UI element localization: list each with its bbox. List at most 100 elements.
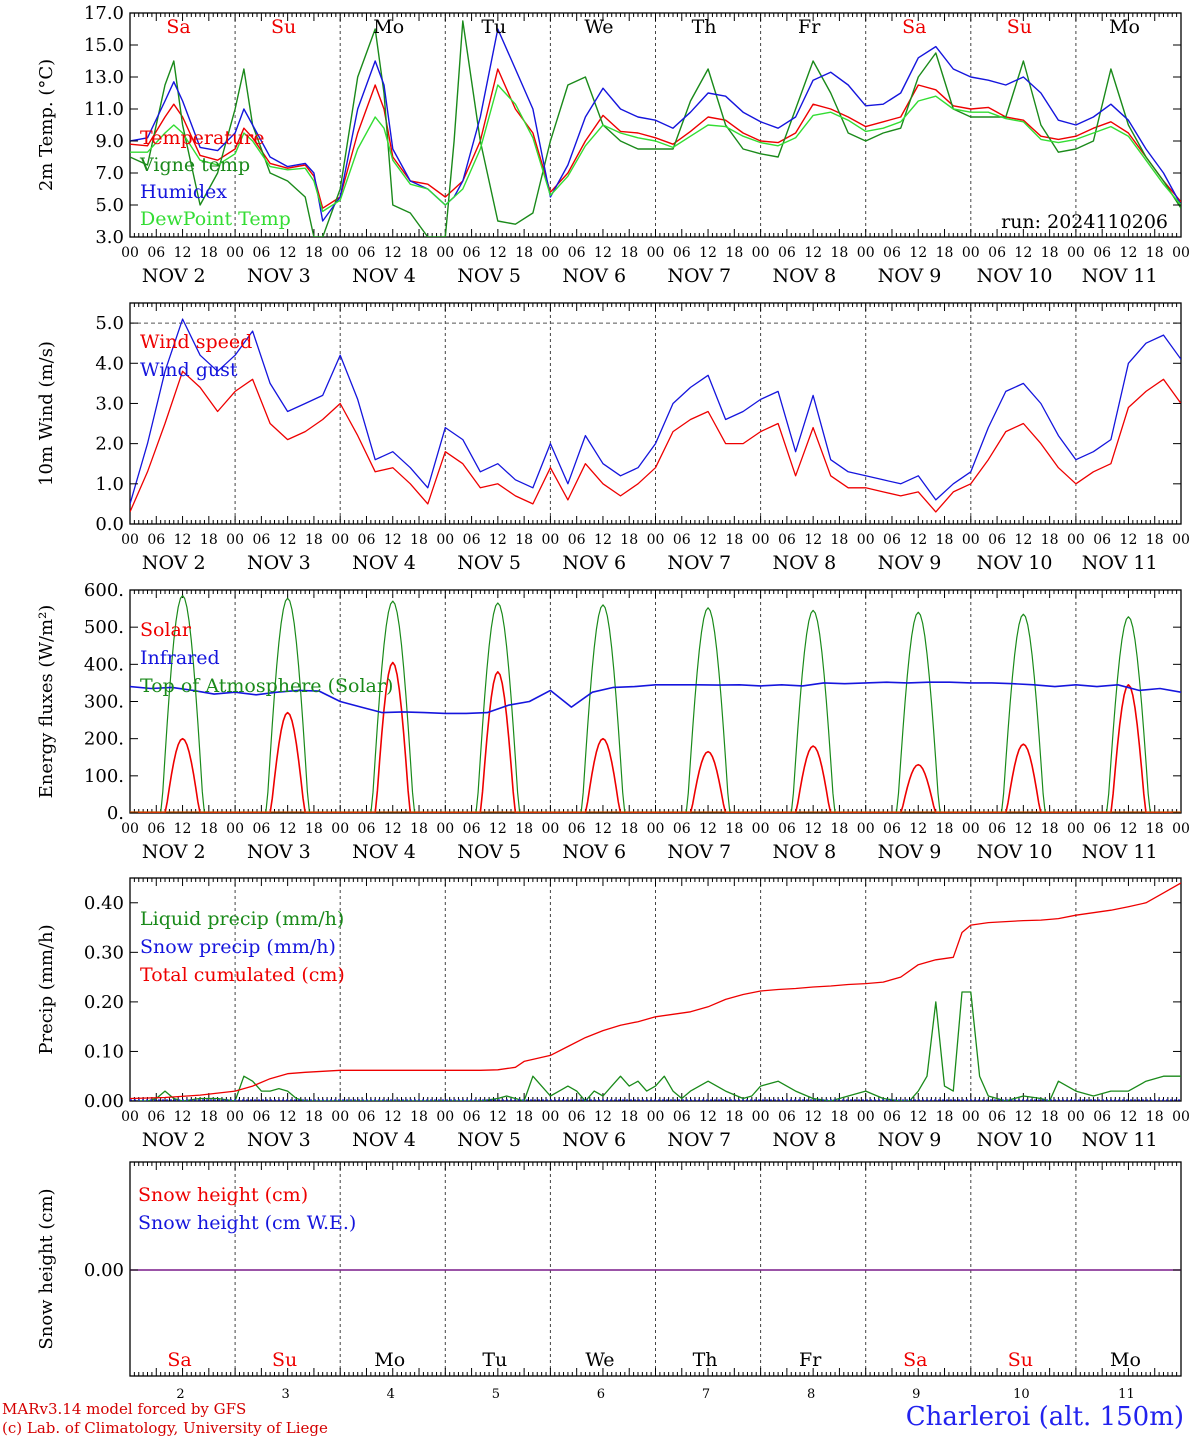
date-label: NOV 3 bbox=[247, 552, 311, 574]
hour-tick-label: 18 bbox=[200, 821, 218, 837]
y-axis-label: 10m Wind (m/s) bbox=[36, 341, 57, 486]
legend-entry: Wind speed bbox=[140, 331, 252, 353]
hour-tick-label: 18 bbox=[620, 1109, 638, 1125]
series-line bbox=[130, 68, 1181, 209]
hour-tick-label: 00 bbox=[962, 245, 980, 261]
hour-tick-label: 06 bbox=[358, 245, 376, 261]
hour-tick-label: 00 bbox=[962, 1109, 980, 1125]
panel-frame bbox=[129, 589, 1182, 814]
hour-tick-label: 18 bbox=[1146, 1109, 1164, 1125]
meteogram: 3.0 5.0 7.0 9.0 11.0 13.0 15.0 17.0 2m Temp. (°C… bbox=[36, 3, 1190, 1400]
hour-tick-label: 12 bbox=[489, 821, 507, 837]
hour-tick-label: 12 bbox=[1120, 245, 1138, 261]
y-tick-label: 0.00 bbox=[84, 1260, 124, 1281]
hour-tick-label: 06 bbox=[252, 821, 270, 837]
hour-tick-label: 12 bbox=[279, 1109, 297, 1125]
hour-tick-label: 12 bbox=[1014, 245, 1032, 261]
hour-tick-label: 00 bbox=[1172, 532, 1190, 548]
legend-entry: Humidex bbox=[140, 181, 227, 203]
hour-tick-label: 06 bbox=[673, 821, 691, 837]
hour-tick-label: 00 bbox=[1172, 1109, 1190, 1125]
hour-tick-label: 06 bbox=[463, 245, 481, 261]
hour-tick-label: 18 bbox=[515, 245, 533, 261]
hour-tick-label: 00 bbox=[436, 532, 454, 548]
weekday-label: We bbox=[584, 16, 613, 38]
hour-tick-label: 00 bbox=[331, 821, 349, 837]
weekday-label: Su bbox=[1008, 1349, 1033, 1371]
model-credit: MARv3.14 model forced by GFS bbox=[2, 1400, 247, 1418]
hour-tick-label: 00 bbox=[647, 532, 665, 548]
hour-tick-label: 00 bbox=[647, 1109, 665, 1125]
date-label: NOV 3 bbox=[247, 841, 311, 863]
hour-tick-label: 00 bbox=[1067, 1109, 1085, 1125]
hour-tick-label: 18 bbox=[725, 245, 743, 261]
date-label: NOV 7 bbox=[667, 552, 731, 574]
hour-tick-label: 12 bbox=[384, 532, 402, 548]
hour-tick-label: 06 bbox=[778, 532, 796, 548]
hour-tick-label: 18 bbox=[410, 1109, 428, 1125]
hour-tick-label: 12 bbox=[279, 245, 297, 261]
legend-entry: Temperature bbox=[140, 127, 264, 149]
day-number-label: 2 bbox=[176, 1387, 184, 1400]
hour-tick-label: 00 bbox=[857, 245, 875, 261]
hour-tick-label: 06 bbox=[463, 821, 481, 837]
weekday-label: Fr bbox=[799, 1349, 822, 1371]
y-tick-label: 4.0 bbox=[95, 353, 124, 374]
date-label: NOV 2 bbox=[142, 265, 206, 287]
date-label: NOV 6 bbox=[562, 1129, 626, 1151]
hour-tick-label: 12 bbox=[594, 532, 612, 548]
date-label: NOV 11 bbox=[1082, 841, 1158, 863]
hour-tick-label: 00 bbox=[752, 821, 770, 837]
lab-credit: (c) Lab. of Climatology, University of L… bbox=[2, 1419, 328, 1437]
y-tick-label: 2.0 bbox=[95, 434, 124, 455]
hour-tick-label: 12 bbox=[384, 821, 402, 837]
hour-tick-label: 18 bbox=[200, 245, 218, 261]
legend-entry: Snow height (cm W.E.) bbox=[138, 1212, 356, 1234]
hour-tick-label: 12 bbox=[594, 1109, 612, 1125]
weekday-label: Mo bbox=[1110, 1349, 1141, 1371]
hour-tick-label: 12 bbox=[909, 1109, 927, 1125]
hour-tick-label: 00 bbox=[1067, 821, 1085, 837]
hour-tick-label: 06 bbox=[778, 1109, 796, 1125]
y-tick-label: 400. bbox=[84, 654, 124, 675]
hour-tick-label: 00 bbox=[1172, 245, 1190, 261]
hour-tick-label: 06 bbox=[1093, 245, 1111, 261]
hour-tick-label: 06 bbox=[673, 1109, 691, 1125]
legend-entry: Snow precip (mm/h) bbox=[140, 936, 336, 958]
series-line bbox=[130, 991, 1181, 1101]
day-number-label: 10 bbox=[1013, 1387, 1030, 1400]
hour-tick-label: 12 bbox=[174, 245, 192, 261]
y-tick-label: 11.0 bbox=[84, 99, 124, 120]
hour-tick-label: 00 bbox=[226, 1109, 244, 1125]
hour-tick-label: 12 bbox=[174, 821, 192, 837]
hour-tick-label: 12 bbox=[1014, 1109, 1032, 1125]
hour-tick-label: 06 bbox=[147, 821, 165, 837]
run-annotation: run: 2024110206 bbox=[1001, 211, 1168, 233]
legend-entry: Vigne temp bbox=[139, 154, 250, 176]
hour-tick-label: 00 bbox=[121, 1109, 139, 1125]
hour-tick-label: 12 bbox=[489, 532, 507, 548]
y-tick-label: 300. bbox=[84, 692, 124, 713]
date-label: NOV 7 bbox=[667, 841, 731, 863]
weekday-label: Fr bbox=[798, 16, 821, 38]
day-number-label: 7 bbox=[702, 1387, 710, 1400]
hour-tick-label: 06 bbox=[252, 1109, 270, 1125]
date-label: NOV 7 bbox=[667, 1129, 731, 1151]
hour-tick-label: 00 bbox=[541, 821, 559, 837]
hour-tick-label: 06 bbox=[1093, 1109, 1111, 1125]
legend-entry: Liquid precip (mm/h) bbox=[140, 908, 344, 930]
y-tick-label: 0. bbox=[107, 803, 124, 824]
weekday-label: Su bbox=[271, 16, 296, 38]
hour-tick-label: 18 bbox=[1146, 245, 1164, 261]
legend-entry: Snow height (cm) bbox=[138, 1184, 308, 1206]
hour-tick-label: 18 bbox=[936, 1109, 954, 1125]
y-axis-label: Energy fluxes (W/m²) bbox=[36, 605, 57, 799]
y-tick-label: 0.30 bbox=[84, 942, 124, 963]
y-tick-label: 5.0 bbox=[95, 195, 124, 216]
hour-tick-label: 12 bbox=[909, 532, 927, 548]
hour-tick-label: 18 bbox=[936, 245, 954, 261]
y-tick-label: 100. bbox=[84, 766, 124, 787]
series-line bbox=[130, 318, 1181, 505]
y-tick-label: 0.10 bbox=[84, 1041, 124, 1062]
legend-entry: Top of Atmosphere (Solar) bbox=[140, 675, 393, 697]
